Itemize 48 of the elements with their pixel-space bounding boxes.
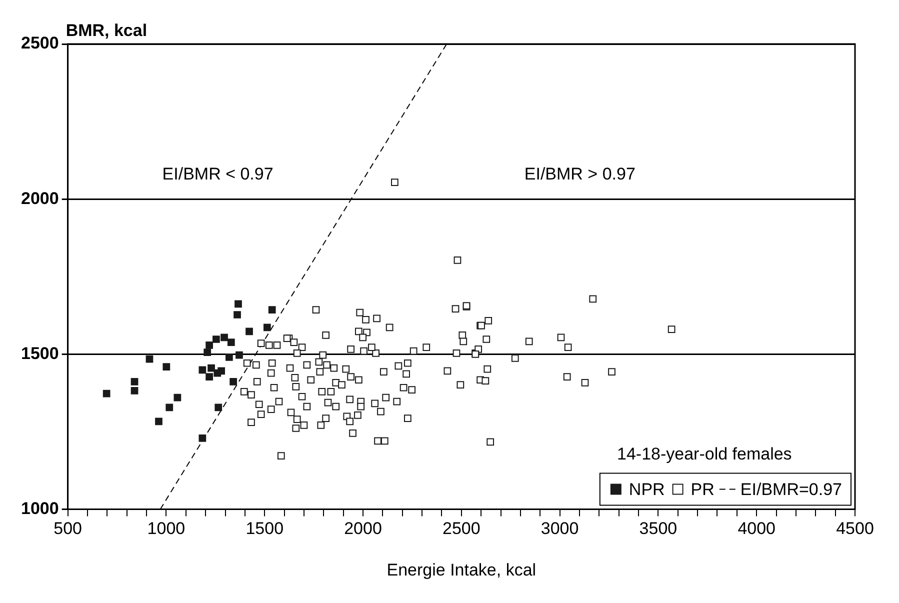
point — [234, 311, 241, 318]
y-tick-label: 1000 — [20, 498, 59, 518]
y-tick-label: 2500 — [20, 34, 59, 53]
point — [230, 378, 238, 386]
legend-label: PR — [690, 480, 714, 499]
point — [166, 404, 174, 412]
point — [234, 300, 242, 308]
annotation: EI/BMR > 0.97 — [524, 164, 636, 184]
x-tick-label: 4500 — [836, 519, 874, 538]
x-tick-label: 2500 — [442, 519, 480, 538]
point — [236, 351, 243, 359]
point — [206, 373, 213, 380]
point — [102, 390, 110, 398]
y-tick-label: 2000 — [20, 188, 59, 208]
x-axis-title: Energie Intake, kcal — [386, 560, 536, 580]
point — [208, 364, 215, 372]
point — [162, 363, 170, 371]
x-tick-label: 2000 — [344, 519, 382, 538]
point — [226, 354, 233, 361]
point — [263, 324, 271, 332]
point — [198, 434, 206, 442]
point — [268, 306, 276, 314]
point — [204, 348, 212, 356]
x-tick-label: 4000 — [738, 519, 776, 538]
point — [174, 394, 182, 402]
point — [206, 341, 213, 349]
annotation: 14-18-year-old females — [617, 444, 792, 464]
legend-label: NPR — [628, 480, 665, 499]
annotation: EI/BMR < 0.97 — [162, 164, 274, 184]
x-tick-label: 1500 — [246, 519, 284, 538]
point — [146, 355, 154, 363]
point — [130, 387, 138, 394]
y-tick-label: 1500 — [20, 344, 59, 363]
x-tick-label: 500 — [54, 519, 82, 538]
x-tick-label: 1000 — [147, 519, 186, 538]
x-tick-label: 3000 — [540, 519, 579, 538]
point — [198, 366, 206, 374]
point — [214, 404, 222, 412]
y-axis-title: BMR, kcal — [66, 21, 148, 40]
point — [220, 334, 228, 342]
point — [155, 418, 162, 426]
point — [246, 328, 253, 336]
legend-label: EI/BMR=0.97 — [740, 480, 842, 499]
point — [212, 336, 220, 343]
x-tick-label: 3500 — [639, 519, 678, 538]
point — [227, 338, 235, 346]
point — [214, 369, 222, 377]
point — [130, 378, 138, 386]
